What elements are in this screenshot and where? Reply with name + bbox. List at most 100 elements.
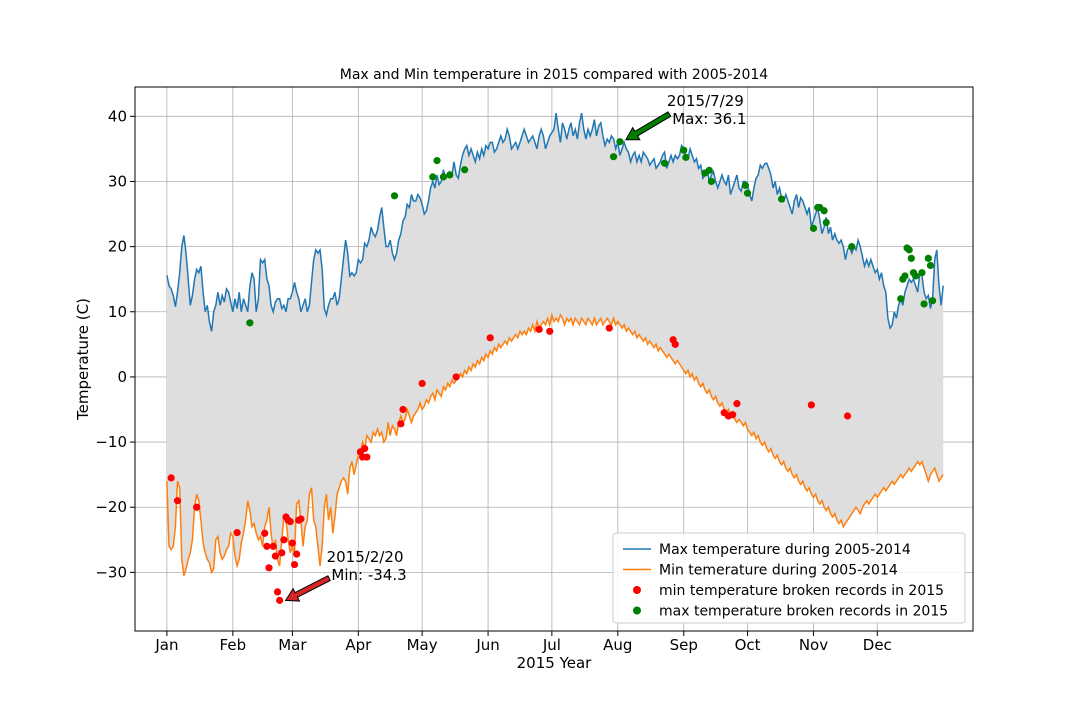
x-axis-ticks: Jan Feb Mar Apr May Jun Jul Aug Sep Oct Nov Dec [154,631,892,654]
annotation-value: Max: 36.1 [672,110,746,128]
max-temperature-line [166,112,944,332]
max-record-point [429,173,437,181]
max-record-point [741,181,750,189]
max-record-point [822,218,830,227]
min-record-point [167,474,175,482]
max-record-point [680,146,688,154]
y-tick-label: −10 [95,433,127,451]
max-record-point [897,295,905,303]
x-tick-label: Jun [475,636,499,654]
x-tick-label: Jul [542,636,561,654]
y-tick-label: −30 [95,563,127,581]
legend-label-max-line: Max temperature during 2005-2014 [659,542,911,558]
min-record-point [193,503,201,511]
x-tick-label: Dec [863,636,892,654]
min-record-point [290,560,299,569]
x-tick-label: Mar [278,636,307,654]
min-record-point [361,444,369,453]
x-tick-label: Aug [603,636,632,654]
annotation-date: 2015/7/29 [667,92,744,110]
min-record-point [486,334,494,342]
min-record-point [278,549,286,557]
min-record-point [363,453,371,461]
max-record-point [918,269,926,277]
min-record-point [729,411,737,419]
max-record-point [390,192,399,200]
range-fill-band [166,113,944,576]
min-record-point [261,529,269,537]
max-record-point [743,189,752,197]
max-records-scatter [246,138,937,327]
min-record-point [399,405,407,414]
x-tick-label: Jan [154,636,178,654]
y-tick-label: 20 [108,238,127,256]
y-tick-label: 10 [108,303,127,321]
min-record-point [605,324,613,332]
max-record-point [848,243,856,251]
min-record-point [535,325,543,333]
min-record-point [271,552,279,560]
max-record-point [705,166,713,174]
max-record-point [820,207,828,215]
y-tick-label: −20 [95,498,127,516]
max-record-point [246,319,254,327]
min-record-point [288,539,296,547]
max-record-point [777,195,786,203]
max-record-point [439,173,448,181]
min-record-point [265,564,273,572]
min-record-point [276,596,284,604]
annotation-date: 2015/2/20 [327,548,404,566]
min-record-point [269,542,277,550]
annotation-arrow [284,575,331,602]
max-record-point [901,272,909,280]
min-record-point [173,497,182,505]
min-temperature-line [166,312,944,576]
max-record-point [609,153,618,161]
min-record-point [263,542,271,550]
min-record-point [397,420,405,428]
legend: Max temperature during 2005-2014 Min tem… [612,532,966,624]
x-tick-label: Oct [735,636,761,654]
max-record-point [707,177,715,186]
min-record-point [546,327,554,335]
x-tick-label: Feb [220,636,247,654]
max-record-point [907,254,915,262]
legend-swatch-max-records [633,606,641,615]
min-record-point [273,588,282,596]
legend-label-min-line: Min temerature during 2005-2014 [659,563,898,579]
max-record-point [928,297,937,305]
axes-frame [134,86,974,632]
y-axis-ticks: 40 30 20 10 0 −10 −20 −30 [95,107,135,581]
min-record-point [807,401,815,409]
min-record-point [733,400,741,408]
chart-title: Max and Min temperature in 2015 compared… [340,67,769,83]
x-axis-label: 2015 Year [517,654,593,672]
max-record-point [924,254,932,262]
x-tick-label: Apr [345,636,372,654]
x-tick-label: May [407,636,438,654]
min-record-point [286,517,294,526]
min-record-point [671,340,679,348]
legend-box [612,532,966,624]
max-record-point [809,224,818,232]
max-record-point [911,272,920,280]
min-record-point [233,529,241,537]
min-record-point [843,412,852,420]
max-record-point [920,300,928,308]
legend-label-max-records: max temperature broken records in 2015 [659,604,948,620]
y-tick-label: 30 [108,172,127,190]
y-axis-label: Temperature (C) [74,298,92,421]
min-record-point [418,379,426,388]
y-tick-label: 0 [117,368,127,386]
legend-label-min-records: min temperature broken records in 2015 [659,583,944,599]
max-record-point [660,159,669,167]
max-record-point [905,246,913,254]
x-tick-label: Nov [799,636,828,654]
min-record-point [280,536,288,544]
min-record-point [293,550,301,558]
legend-swatch-min-records [633,586,641,594]
max-record-point [446,171,454,179]
max-record-point [433,157,441,165]
